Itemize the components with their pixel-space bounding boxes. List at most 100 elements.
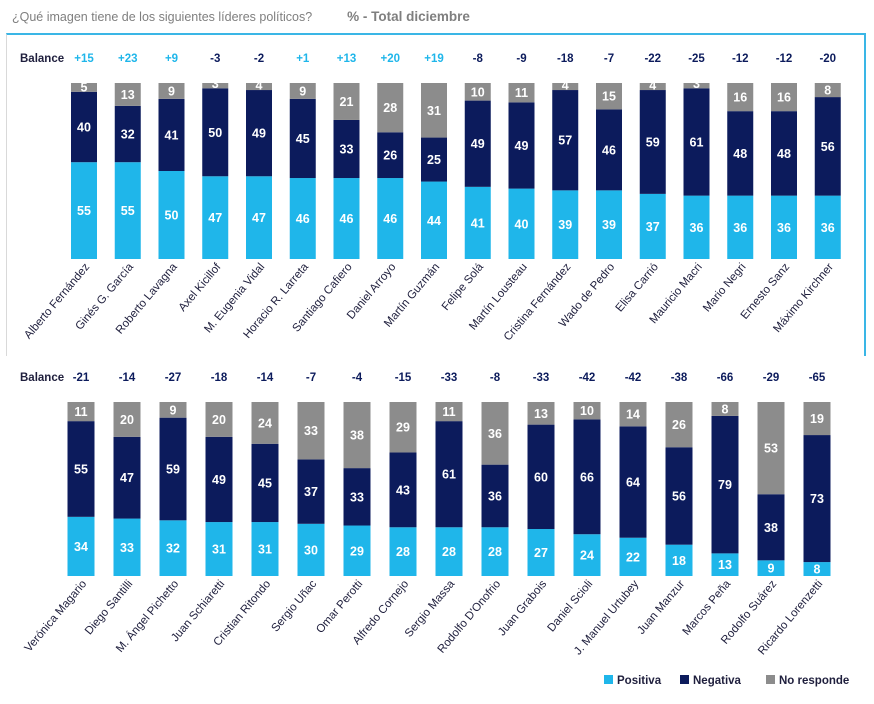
bar-value-label: 48	[777, 147, 791, 161]
bar-value-label: 4	[256, 79, 263, 93]
bar-value-label: 41	[471, 216, 485, 230]
balance-value: -42	[579, 372, 596, 384]
bar-value-label: 50	[165, 209, 179, 223]
bar-positiva	[639, 193, 666, 259]
bar-value-label: 73	[810, 492, 824, 506]
bar-value-label: 33	[120, 541, 134, 555]
bar-no-responde	[113, 402, 141, 437]
legend-swatch-negativa	[680, 675, 689, 684]
bar-positiva	[814, 195, 841, 259]
bar-negativa	[803, 435, 831, 563]
bar-value-label: 29	[396, 421, 410, 435]
bar-no-responde	[343, 402, 371, 469]
bar-no-responde	[552, 83, 579, 91]
bar-negativa	[619, 426, 647, 538]
balance-value: -4	[352, 372, 363, 384]
bar-value-label: 19	[810, 412, 824, 426]
bar-no-responde	[814, 83, 841, 98]
bar-no-responde	[771, 83, 797, 112]
bar-positiva	[297, 523, 325, 576]
bar-value-label: 49	[212, 473, 226, 487]
category-label: Mario Negri	[701, 261, 748, 314]
balance-value: -15	[395, 372, 412, 384]
bar-negativa	[814, 97, 841, 196]
bar-value-label: 31	[212, 543, 226, 557]
bar-value-label: 4	[649, 79, 656, 93]
bar-negativa	[481, 464, 509, 528]
bar-value-label: 44	[427, 214, 441, 228]
bar-positiva	[67, 516, 95, 576]
bar-negativa	[158, 98, 185, 171]
bar-value-label: 66	[580, 470, 594, 484]
bar-negativa	[711, 415, 739, 554]
balance-value: +15	[74, 53, 94, 65]
category-label: Daniel Scioli	[545, 578, 595, 634]
category-label: Axel Kicillof	[177, 261, 225, 314]
bar-negativa	[508, 102, 535, 189]
legend-swatch-no-responde	[766, 675, 775, 684]
bar-no-responde	[596, 83, 622, 110]
bar-value-label: 46	[296, 212, 310, 226]
bar-value-label: 3	[212, 77, 219, 91]
bar-value-label: 20	[212, 413, 226, 427]
bar-value-label: 16	[733, 91, 747, 105]
bar-negativa	[114, 105, 141, 163]
bar-no-responde	[639, 83, 666, 91]
bar-negativa	[464, 100, 491, 187]
bar-positiva	[508, 188, 535, 259]
bar-positiva	[665, 544, 693, 576]
bar-positiva	[377, 178, 404, 259]
balance-value: -25	[688, 53, 705, 65]
bar-value-label: 28	[383, 101, 397, 115]
bar-value-label: 9	[768, 562, 775, 576]
balance-value: -65	[809, 372, 826, 384]
category-label: Sergio Uñac	[269, 578, 319, 634]
bar-value-label: 5	[81, 80, 88, 94]
balance-value: -38	[671, 372, 688, 384]
bar-negativa	[251, 443, 279, 523]
bar-value-label: 33	[304, 424, 318, 438]
balance-value: -22	[644, 53, 661, 65]
chart-header: ¿Qué imagen tiene de los siguientes líde…	[12, 8, 470, 26]
balance-value: -29	[763, 372, 780, 384]
bar-no-responde	[202, 83, 229, 89]
bar-value-label: 13	[718, 558, 732, 572]
balance-value: -2	[254, 53, 264, 65]
bar-no-responde	[158, 83, 185, 99]
bar-value-label: 26	[383, 149, 397, 163]
bar-negativa	[727, 111, 754, 196]
chart-frame	[6, 33, 866, 356]
bar-no-responde	[114, 83, 141, 106]
bar-value-label: 60	[534, 470, 548, 484]
bar-value-label: 14	[626, 408, 640, 422]
category-label: Marcos Peña	[681, 578, 734, 638]
bar-no-responde	[619, 402, 647, 427]
bar-negativa	[771, 111, 797, 196]
bar-positiva	[596, 190, 622, 259]
bar-value-label: 55	[121, 204, 135, 218]
bar-no-responde	[435, 402, 463, 422]
bar-value-label: 33	[350, 490, 364, 504]
balance-label: Balance	[20, 372, 64, 384]
bar-value-label: 30	[304, 543, 318, 557]
category-label: Omar Perotti	[314, 578, 365, 636]
bar-value-label: 24	[258, 416, 272, 430]
bar-value-label: 61	[690, 135, 704, 149]
bar-value-label: 36	[733, 221, 747, 235]
bar-negativa	[202, 88, 229, 177]
bar-value-label: 46	[340, 212, 354, 226]
bar-value-label: 36	[488, 489, 502, 503]
balance-value: -20	[819, 53, 836, 65]
category-label: Felipe Solá	[440, 261, 487, 313]
balance-value: +13	[337, 53, 357, 65]
bar-value-label: 56	[672, 489, 686, 503]
bar-positiva	[481, 527, 509, 576]
bar-value-label: 31	[427, 104, 441, 118]
balance-value: -18	[557, 53, 574, 65]
bar-value-label: 22	[626, 550, 640, 564]
bar-no-responde	[421, 83, 447, 138]
bar-positiva	[114, 162, 141, 259]
bar-no-responde	[757, 402, 785, 495]
balance-value: -66	[717, 372, 734, 384]
balance-value: -12	[732, 53, 749, 65]
